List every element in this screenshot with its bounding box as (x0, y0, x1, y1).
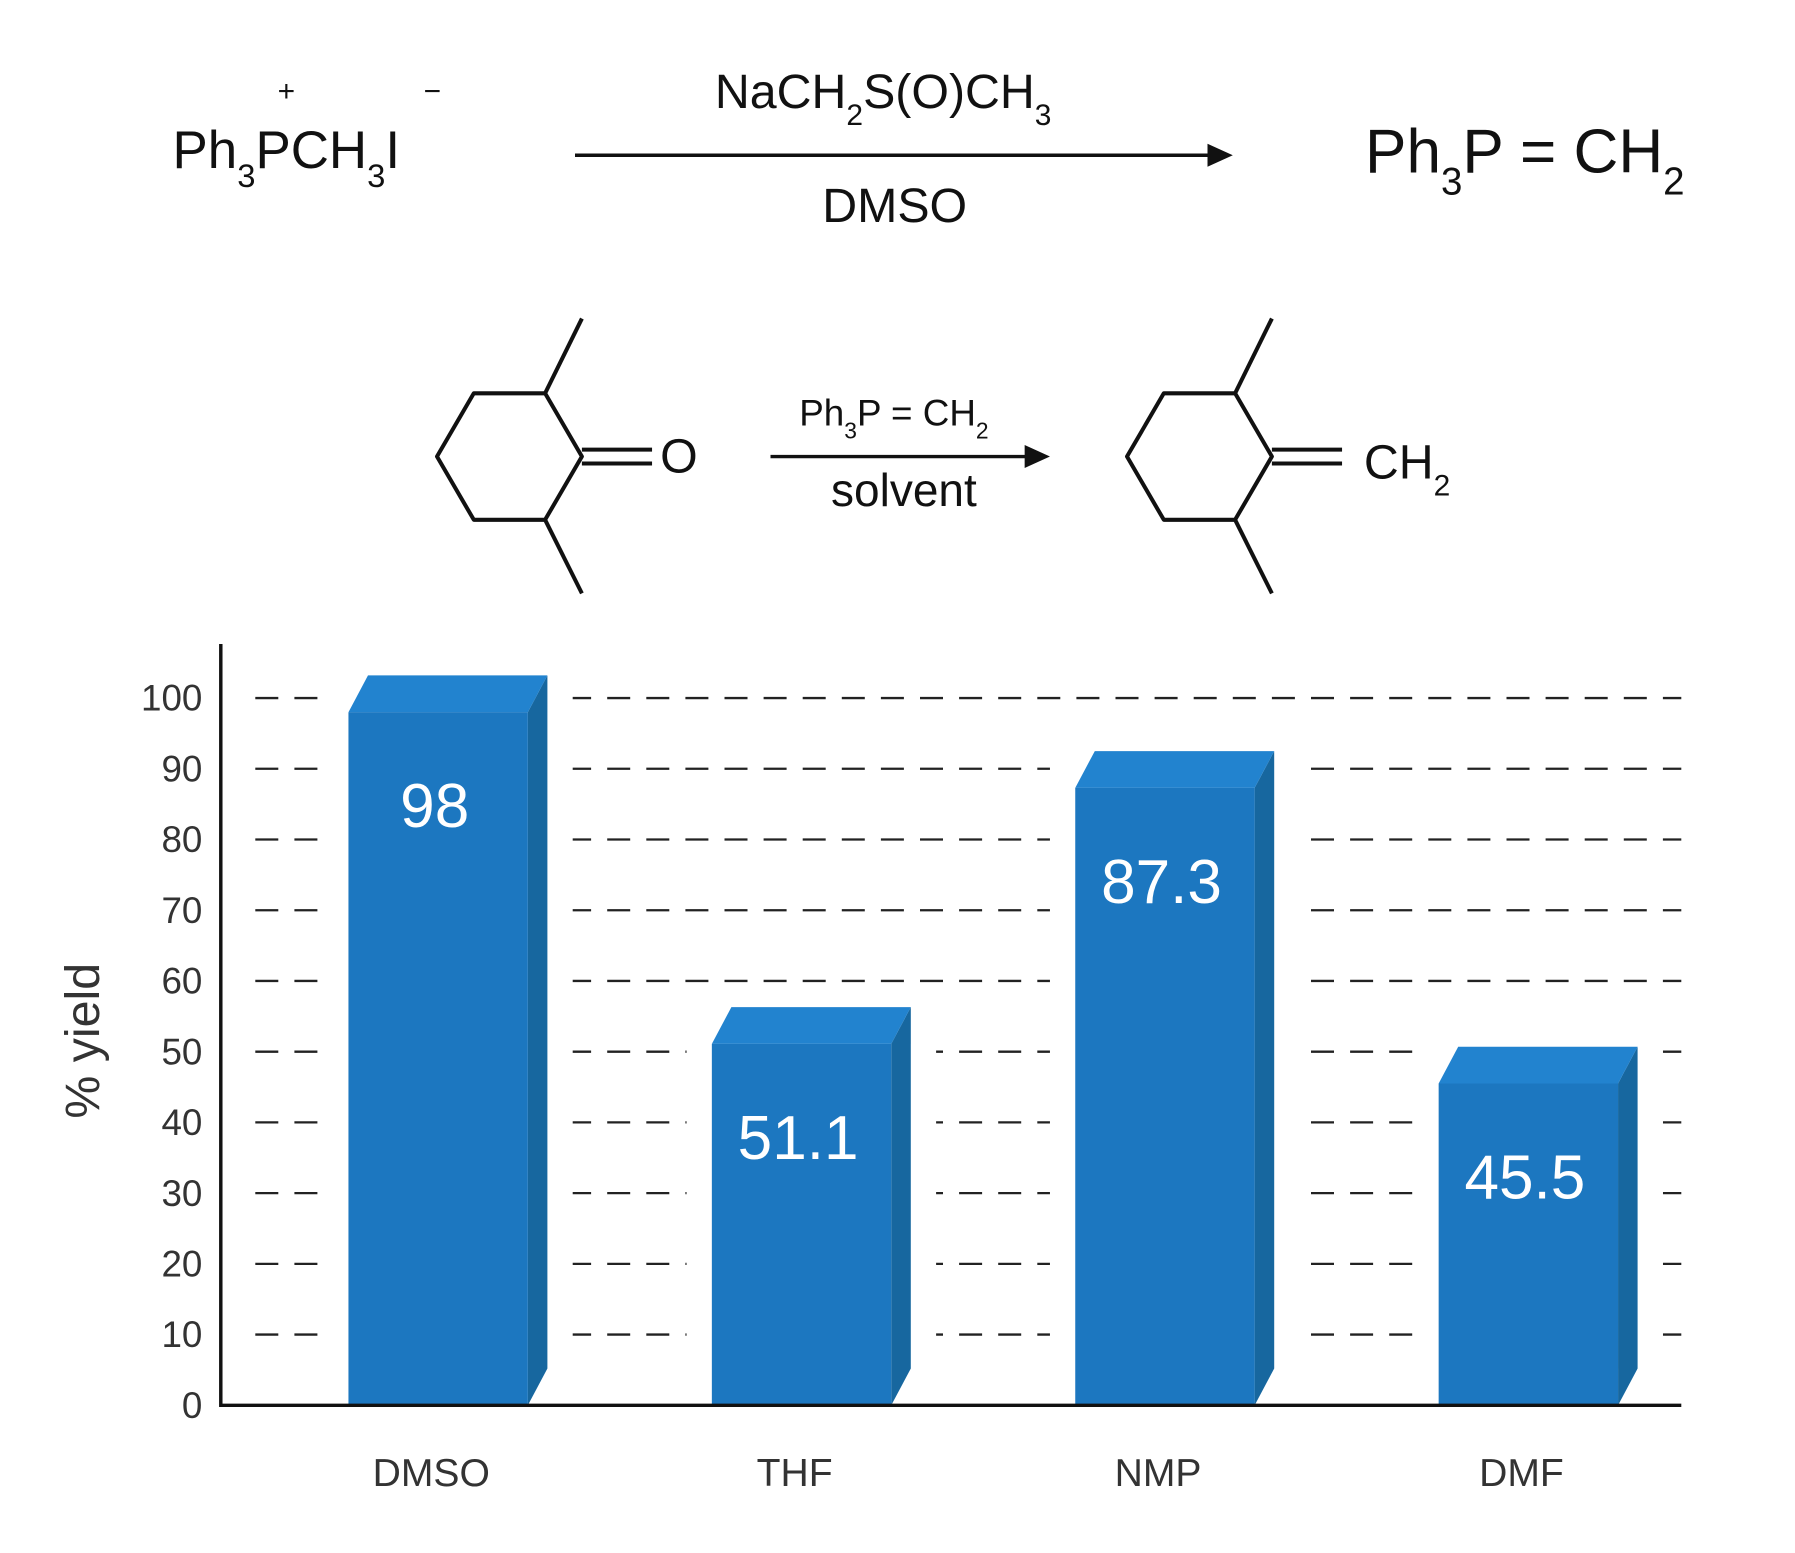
reagent-formula: Ph3P = CH2 (799, 393, 988, 444)
x-tick-label: NMP (1115, 1452, 1202, 1495)
y-tick-label: 0 (182, 1385, 202, 1426)
bar-side (891, 1007, 911, 1406)
y-tick-label: 50 (161, 1031, 202, 1072)
bar-side (1254, 751, 1275, 1406)
solvent-label: DMSO (822, 179, 967, 233)
oxygen-atom: O (660, 430, 698, 484)
bar-top (348, 675, 548, 713)
bar-side (527, 675, 548, 1406)
value-label: 51.1 (738, 1104, 859, 1173)
reaction-olefination (434, 317, 1343, 595)
bar-side (1618, 1046, 1638, 1406)
reaction-ylide: Ph3PCH3I + − NaCH2S(O)CH3 DMSO Ph3P = CH… (173, 65, 1685, 233)
product-formula: Ph3P = CH2 (1365, 118, 1685, 203)
x-tick-label: THF (757, 1452, 833, 1495)
product-group: CH2 (1364, 435, 1450, 502)
value-label: 45.5 (1464, 1144, 1585, 1213)
bar-top (1075, 751, 1275, 788)
value-label: 87.3 (1101, 848, 1222, 917)
methyl-bond (1233, 317, 1274, 395)
scaled-root: Ph3PCH3I + − NaCH2S(O)CH3 DMSO Ph3P = CH… (56, 65, 1685, 1495)
chart: 0 10 20 30 40 50 60 70 80 90 100 DMSO 98 THF 51.1 NMP 87… (141, 643, 1682, 1495)
arrow-head (1024, 445, 1050, 469)
y-tick-label: 30 (161, 1173, 202, 1214)
y-tick-label: 20 (161, 1244, 202, 1285)
bar (348, 712, 528, 1406)
y-tick-label: 10 (161, 1314, 202, 1355)
product-ring (1124, 391, 1274, 522)
y-tick-label: 40 (161, 1102, 202, 1143)
reagent-formula: NaCH2S(O)CH3 (715, 65, 1052, 132)
y-tick-label: 100 (141, 678, 202, 719)
bar (1075, 787, 1255, 1406)
methyl-bond (1233, 518, 1274, 595)
arrow-head (1207, 143, 1233, 167)
y-axis-label: % yield (56, 963, 110, 1119)
condition-label: solvent (831, 464, 977, 516)
x-tick-label: DMF (1479, 1452, 1564, 1495)
methyl-bond (543, 317, 584, 395)
y-tick-label: 90 (161, 748, 202, 789)
bar-top (711, 1007, 911, 1044)
reactant-formula: Ph3PCH3I (173, 121, 401, 194)
cyclohexanone-ring (434, 391, 584, 522)
bar (711, 1043, 892, 1406)
x-tick-label: DMSO (373, 1452, 490, 1495)
anion-charge: − (424, 75, 441, 108)
bar-top (1438, 1046, 1638, 1084)
y-tick-label: 70 (161, 890, 202, 931)
value-label: 98 (400, 772, 469, 841)
cation-charge: + (278, 75, 295, 108)
bar (1438, 1083, 1619, 1406)
methyl-bond (543, 518, 584, 595)
y-tick-label: 60 (161, 961, 202, 1002)
y-tick-label: 80 (161, 819, 202, 860)
